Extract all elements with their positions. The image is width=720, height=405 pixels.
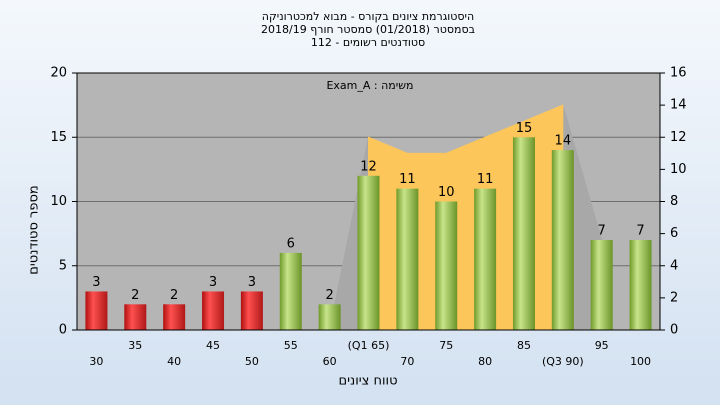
- y2-tick-label: 14: [670, 98, 687, 113]
- x-tick-label: 50: [245, 355, 259, 368]
- plot-border: [76, 72, 661, 331]
- x-tick-label: 95: [595, 339, 609, 352]
- x-tick-label: 40: [167, 355, 181, 368]
- data-label: 3: [248, 275, 256, 290]
- y2-tick-label: 0: [670, 323, 678, 338]
- y2-tick-label: 8: [670, 194, 678, 209]
- title-line: היסטוגרמת ציונים בקורס - מבוא למכטרוניקה: [262, 10, 474, 23]
- bar: [396, 188, 419, 330]
- data-label: 2: [170, 288, 178, 303]
- y2-tick-label: 10: [670, 162, 687, 177]
- bar: [85, 291, 108, 330]
- x-tick-label: 55: [284, 339, 298, 352]
- title-line: בסמסטר (01/2018) סמסטר חורף 2018/19: [261, 23, 475, 36]
- x-tick-label: 30: [89, 355, 103, 368]
- x-tick-label: 100: [630, 355, 651, 368]
- bar: [512, 137, 535, 330]
- x-tick-label: 60: [323, 355, 337, 368]
- bar: [163, 304, 186, 330]
- bar: [474, 188, 497, 330]
- title-line: סטודנטים רשומים - 112: [311, 36, 425, 49]
- data-label: 6: [287, 236, 295, 251]
- x-tick-label: 80: [478, 355, 492, 368]
- y-axis-label: מספר סטודנטים: [27, 185, 42, 275]
- data-label: 14: [555, 134, 572, 149]
- y2-tick-label: 6: [670, 226, 678, 241]
- y2-tick-label: 4: [670, 258, 678, 273]
- data-label: 2: [325, 288, 333, 303]
- x-tick-label: 85: [517, 339, 531, 352]
- bar: [435, 201, 458, 330]
- bar: [590, 240, 613, 330]
- data-label: 3: [92, 275, 100, 290]
- annotation: משימה : Exam_A: [326, 79, 413, 92]
- y-tick-label: 20: [50, 66, 67, 81]
- x-tick-label: (Q1 65): [348, 339, 390, 352]
- y-tick-label: 15: [50, 130, 67, 145]
- y2-tick-label: 16: [670, 66, 687, 81]
- bar: [357, 175, 380, 330]
- y-tick-label: 10: [50, 194, 67, 209]
- data-label: 10: [438, 185, 455, 200]
- x-tick-label: 35: [128, 339, 142, 352]
- x-tick-label: 70: [400, 355, 414, 368]
- bar: [240, 291, 263, 330]
- data-label: 7: [636, 224, 644, 239]
- bar: [318, 304, 341, 330]
- data-label: 11: [399, 172, 416, 187]
- x-axis-label: טווח ציונים: [338, 374, 397, 389]
- y-tick-label: 0: [59, 323, 67, 338]
- y-tick-label: 5: [59, 258, 67, 273]
- y2-tick-label: 2: [670, 290, 678, 305]
- bar: [124, 304, 147, 330]
- x-tick-label: 75: [439, 339, 453, 352]
- y2-tick-label: 12: [670, 130, 687, 145]
- data-label: 12: [360, 159, 377, 174]
- x-tick-label: 45: [206, 339, 220, 352]
- data-label: 15: [516, 121, 533, 136]
- bar: [551, 150, 574, 330]
- x-tick-label: (Q3 90): [542, 355, 584, 368]
- data-label: 7: [598, 224, 606, 239]
- data-label: 2: [131, 288, 139, 303]
- data-label: 11: [477, 172, 494, 187]
- data-label: 3: [209, 275, 217, 290]
- bar: [629, 240, 652, 330]
- bar: [202, 291, 225, 330]
- bar: [279, 252, 302, 330]
